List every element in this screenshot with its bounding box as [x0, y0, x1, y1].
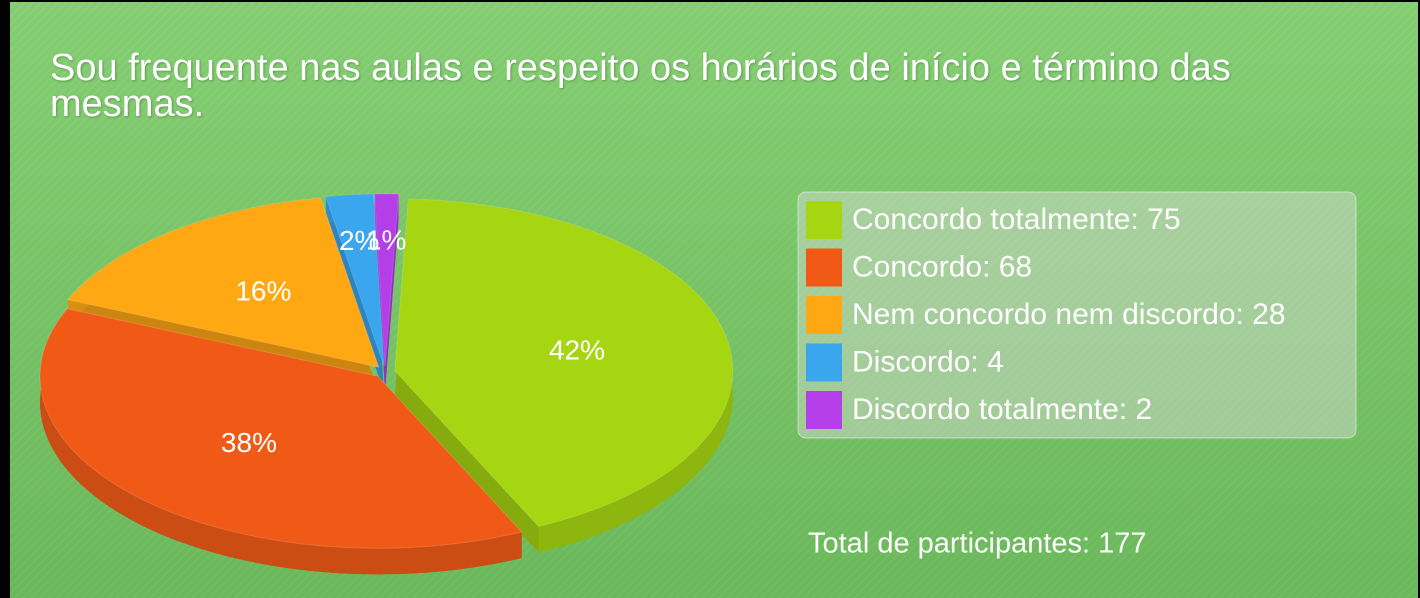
slice-label: 38% [221, 427, 277, 458]
legend-label: Nem concordo nem discordo: 28 [852, 298, 1286, 331]
slice-label: 16% [235, 276, 291, 307]
slice-label: 1% [366, 225, 406, 256]
legend-label: Concordo: 68 [852, 250, 1032, 283]
legend: Concordo totalmente: 75 Concordo: 68 Nem c… [806, 201, 1286, 429]
legend-label: Discordo: 4 [852, 345, 1004, 378]
slice [394, 198, 734, 528]
slice-label: 42% [549, 334, 605, 365]
slice-side [40, 308, 522, 575]
legend-swatch [806, 248, 842, 287]
pie: 42% 38% 16% 2%1% [39, 193, 734, 575]
slice [39, 308, 523, 549]
slice [374, 193, 400, 367]
total-label: Total de participantes: 177 [808, 528, 1147, 560]
legend-swatch [806, 391, 842, 429]
legend-swatch [806, 296, 842, 334]
legend-box [797, 191, 1357, 439]
slice-label: 2% [339, 225, 379, 256]
legend-label: Concordo totalmente: 75 [852, 203, 1181, 236]
legend-swatch [806, 343, 842, 382]
chart-title: Sou frequente nas aulas e respeito os ho… [50, 47, 1231, 125]
legend-swatch [806, 201, 842, 239]
legend-label: Discordo totalmente: 2 [852, 393, 1152, 426]
slice [325, 193, 385, 367]
slice [67, 197, 380, 368]
